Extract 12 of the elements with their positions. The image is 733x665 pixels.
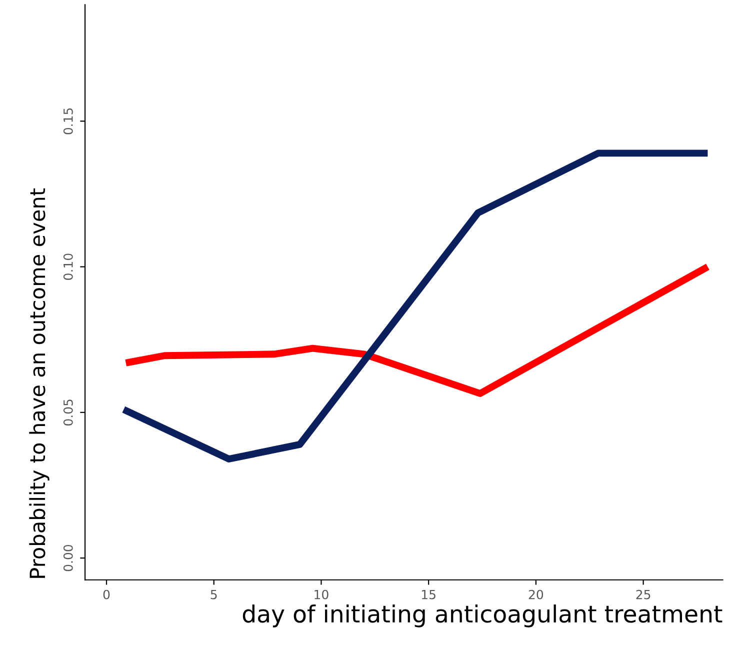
x-tick-label: 20 (528, 590, 544, 600)
y-axis-title: Probability to have an outcome event (29, 188, 50, 578)
y-tick-label: 0.05 (63, 400, 73, 426)
y-tick-label: 0.10 (63, 254, 73, 280)
x-tick-label: 5 (210, 590, 217, 600)
x-tick-label: 15 (422, 590, 436, 600)
x-tick-label: 25 (636, 590, 650, 600)
y-tick-label: 0.15 (63, 108, 73, 134)
x-tick-label: 10 (314, 590, 328, 600)
x-tick-label: 0 (103, 590, 110, 600)
y-tick-label: 0.00 (63, 544, 73, 572)
x-axis-title: day of initiating anticoagulant treatment (242, 604, 722, 628)
